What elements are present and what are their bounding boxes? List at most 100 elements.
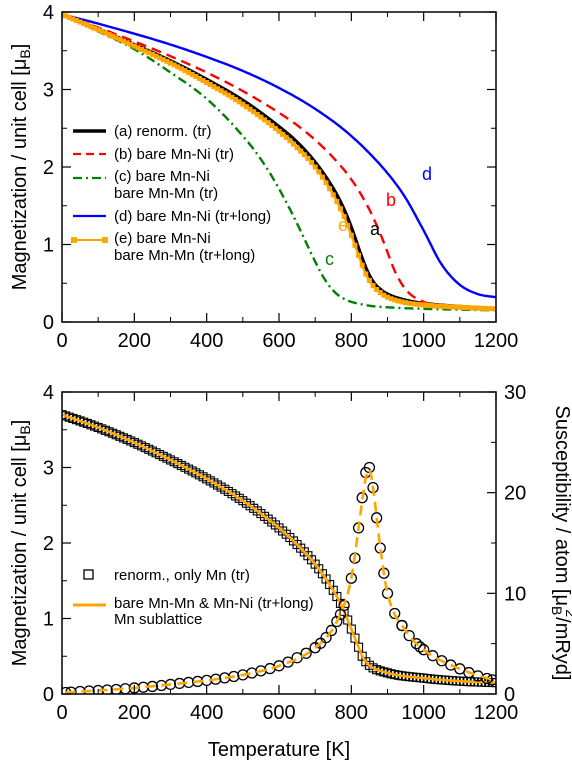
series-e-marker (287, 138, 293, 144)
series-e-marker (262, 117, 268, 123)
susceptibility-circle-marker (486, 674, 496, 686)
series-e-marker (160, 57, 166, 63)
series-e-marker (301, 152, 307, 158)
series-e-marker (432, 303, 438, 309)
legend-label-c-line2: bare Mn-Mn (tr) (114, 185, 218, 202)
y-tick-label: 0 (43, 684, 54, 706)
magnetization-square-marker (354, 642, 364, 652)
series-e-marker (215, 86, 221, 92)
susceptibility-circle-marker (334, 608, 347, 621)
y-tick-label: 2 (43, 533, 54, 555)
legend-label-bare-line1: bare Mn-Mn & Mn-Ni (tr+long) (114, 595, 314, 612)
series-e-marker (251, 109, 257, 115)
series-e-marker (439, 303, 445, 309)
series-e-marker (254, 111, 260, 117)
series-e-marker (435, 303, 441, 309)
y-tick-label: 4 (43, 382, 54, 404)
series-e-marker (298, 148, 304, 154)
series-e-marker (149, 51, 155, 57)
series-e-marker (356, 252, 362, 258)
y-tick-label: 3 (43, 80, 54, 102)
top-series-letter-c: c (325, 249, 334, 269)
legend-label-a: (a) renorm. (tr) (114, 123, 212, 140)
series-e-marker (446, 304, 452, 310)
series-e-marker (319, 174, 325, 180)
series-e-marker (312, 164, 318, 170)
series-e-marker (363, 271, 369, 277)
susceptibility-circle-marker (314, 637, 327, 649)
y2-tick-label: 0 (504, 684, 515, 706)
series-e-marker (410, 301, 416, 307)
series-e-marker (102, 30, 108, 36)
series-e-marker (81, 21, 87, 27)
series-e-marker (120, 38, 126, 44)
susceptibility-dashed-line (65, 466, 493, 694)
series-e-marker (139, 46, 145, 52)
series-e-marker (294, 145, 300, 151)
x-tick-label: 600 (262, 702, 295, 724)
series-e-marker (482, 305, 488, 311)
y2-tick-label: 10 (504, 583, 526, 605)
series-e-marker (413, 301, 419, 307)
top-series-letter-e: e (338, 215, 348, 235)
legend-swatch-square-marker (83, 569, 94, 580)
y2-tick-label: 20 (504, 483, 526, 505)
legend-label-renorm: renorm., only Mn (tr) (114, 567, 250, 584)
susceptibility-circle-marker (300, 647, 312, 659)
series-e-marker (269, 122, 275, 128)
susceptibility-circle-marker (427, 650, 439, 662)
series-e-marker (70, 16, 76, 22)
susceptibility-circle-marker (282, 656, 294, 668)
series-e-marker (157, 55, 163, 61)
legend-swatch-e-marker-right (102, 237, 108, 243)
series-e-marker (276, 128, 282, 134)
magnetization-square-marker (343, 615, 353, 625)
series-e-marker (403, 300, 409, 306)
series-e-marker (323, 180, 329, 186)
series-e-marker (146, 50, 152, 56)
x-tick-label: 800 (335, 330, 368, 352)
x-tick-label: 200 (118, 702, 151, 724)
legend-label-e-line1: (e) bare Mn-Ni (114, 230, 211, 247)
susceptibility-circle-marker (389, 607, 401, 620)
top-chart: 0 200 400 600 800 1000 1200 0 1 2 3 4 Magnetization… (9, 2, 518, 352)
top-legend: (a) renorm. (tr) (b) bare Mn-Ni (tr) (c)… (71, 123, 271, 264)
series-e-marker (200, 77, 206, 83)
magnetization-square-marker (62, 410, 67, 420)
series-line-d (62, 13, 496, 299)
series-e-marker (196, 75, 202, 81)
series-e-marker (345, 223, 351, 229)
legend-swatch-e-marker-left (71, 237, 77, 243)
series-e-marker (316, 169, 322, 175)
series-e-marker (233, 97, 239, 103)
x-tick-label: 1000 (401, 702, 446, 724)
series-e-marker (334, 199, 340, 205)
series-e-marker (225, 92, 231, 98)
y-tick-label: 3 (43, 458, 54, 480)
series-e-marker (218, 88, 224, 94)
series-e-marker (142, 48, 148, 54)
legend-label-bare-line2: Mn sublattice (114, 611, 202, 628)
series-e-marker (193, 73, 199, 79)
series-e-marker (135, 45, 141, 51)
series-e-marker (489, 306, 495, 312)
series-e-marker (406, 300, 412, 306)
series-e-marker (207, 82, 213, 88)
series-e-marker (211, 84, 217, 90)
y-tick-label: 2 (43, 157, 54, 179)
series-line-c (62, 13, 496, 312)
susceptibility-circle-marker (396, 619, 408, 632)
series-e-marker (265, 120, 271, 126)
x-tick-label: 1200 (474, 702, 519, 724)
susceptibility-circle-marker (463, 666, 475, 679)
series-e-marker (479, 305, 485, 311)
x-tick-label: 0 (56, 702, 67, 724)
susceptibility-circle-marker (291, 652, 303, 664)
magnetization-square-marker (346, 624, 356, 634)
series-e-marker (374, 286, 380, 292)
series-e-marker (95, 27, 101, 33)
series-e-marker (450, 304, 456, 310)
series-e-marker (243, 104, 249, 110)
series-e-marker (189, 71, 195, 77)
